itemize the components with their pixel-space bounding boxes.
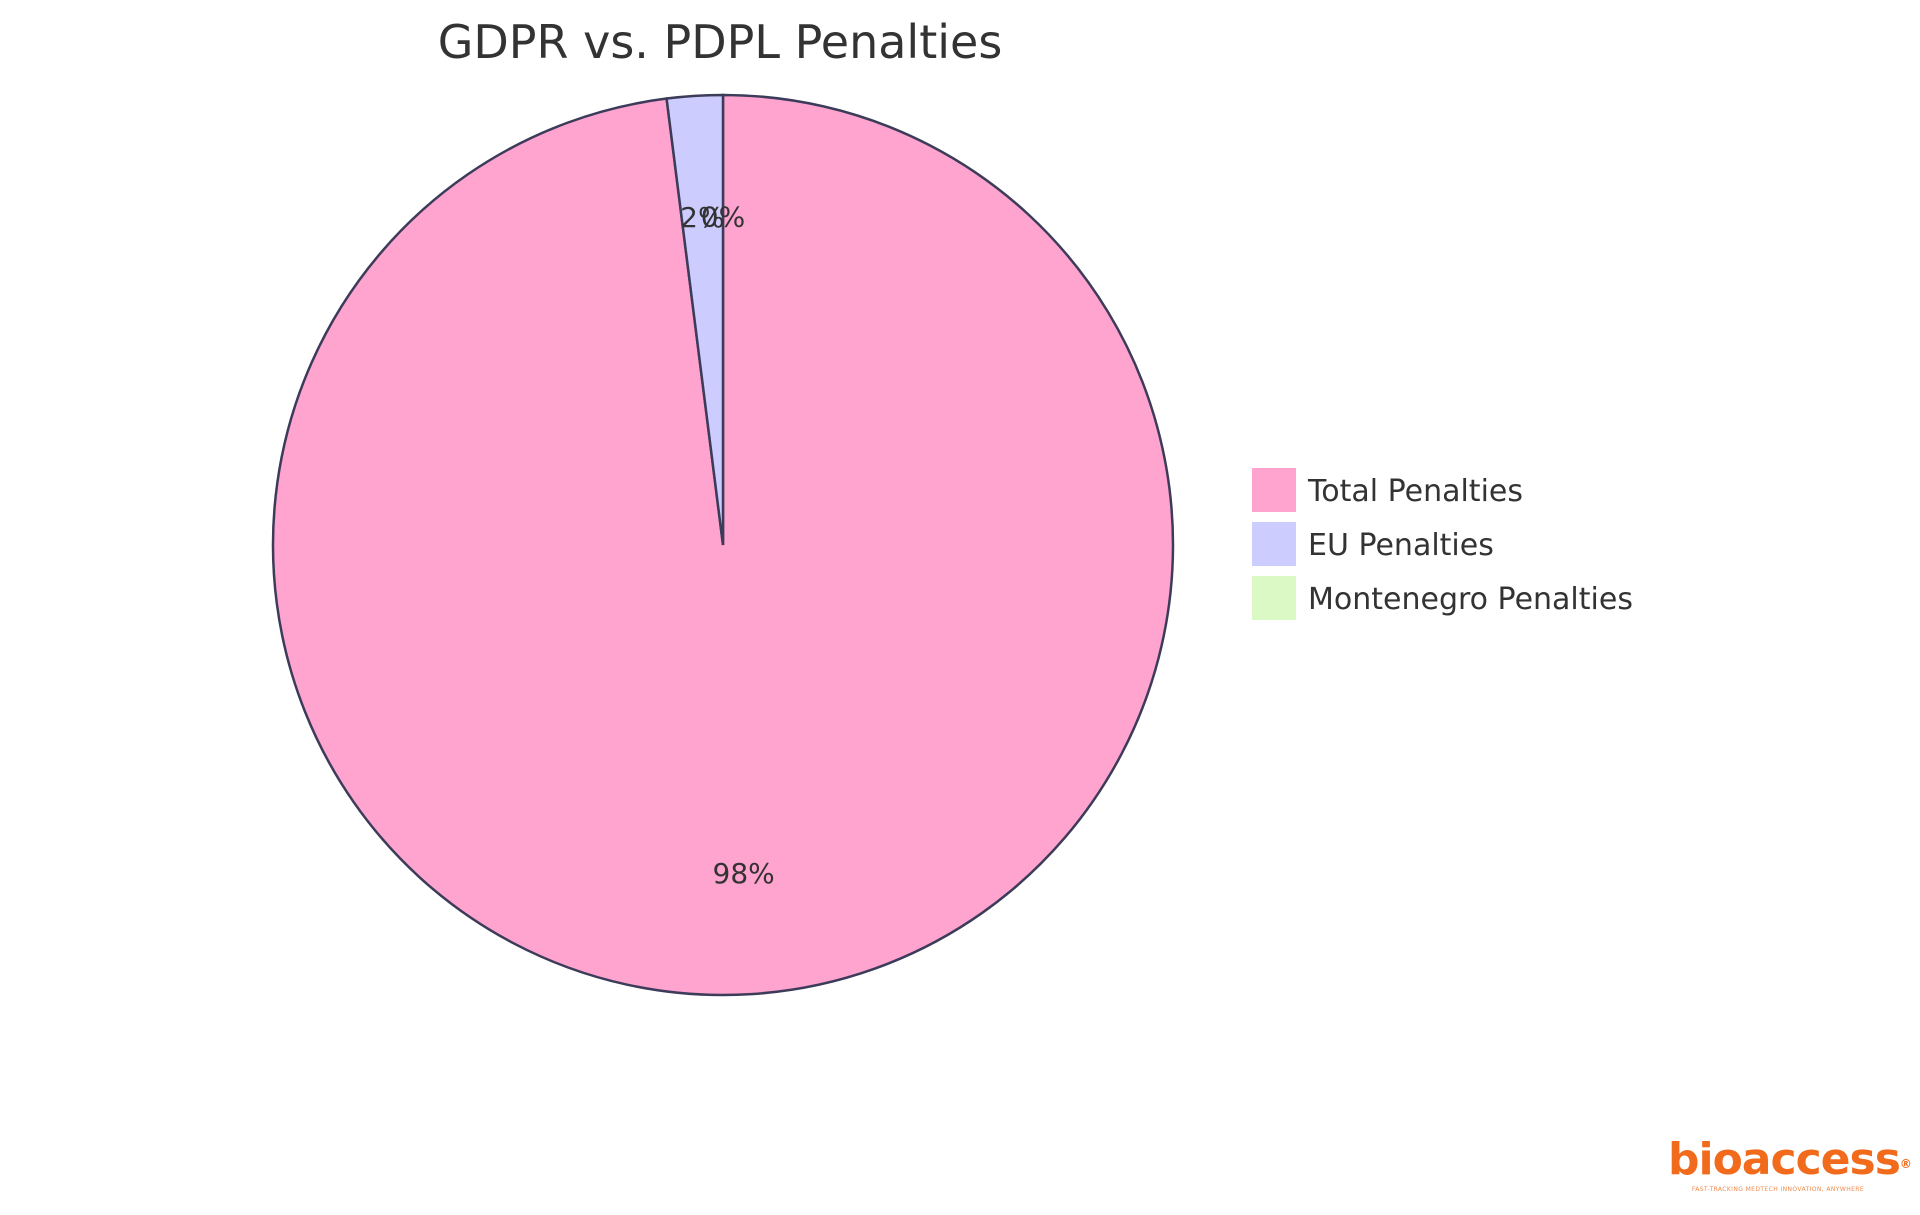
legend-swatch-total-penalties — [1252, 468, 1296, 512]
pie-labels: 98% 2%0% — [680, 201, 775, 890]
brand-tagline: FAST-TRACKING MEDTECH INNOVATION, ANYWHE… — [1691, 1186, 1865, 1193]
pie-slice-eu-penalties — [665, 93, 725, 546]
legend-label-montenegro-penalties: Montenegro Penalties — [1308, 582, 1633, 617]
legend-swatch-eu-penalties — [1252, 522, 1296, 566]
chart-title: GDPR vs. PDPL Penalties — [438, 15, 1003, 69]
brand-logo: bioaccess® FAST-TRACKING MEDTECH INNOVAT… — [1668, 1136, 1912, 1194]
legend-label-total-penalties: Total Penalties — [1307, 474, 1523, 509]
pie-slices — [271, 93, 1175, 997]
legend-label-eu-penalties: EU Penalties — [1308, 528, 1494, 563]
slice-label-total-penalties: 98% — [713, 857, 775, 890]
slice-label-eu-penalties: 2% — [680, 201, 724, 234]
legend: Total Penalties EU Penalties Montenegro Pe… — [1252, 468, 1633, 620]
brand-registered-mark: ® — [1899, 1157, 1912, 1171]
brand-name: bioaccess — [1668, 1134, 1901, 1185]
slice-label-montenegro-penalties: 0% — [701, 201, 745, 234]
legend-swatch-montenegro-penalties — [1252, 576, 1296, 620]
